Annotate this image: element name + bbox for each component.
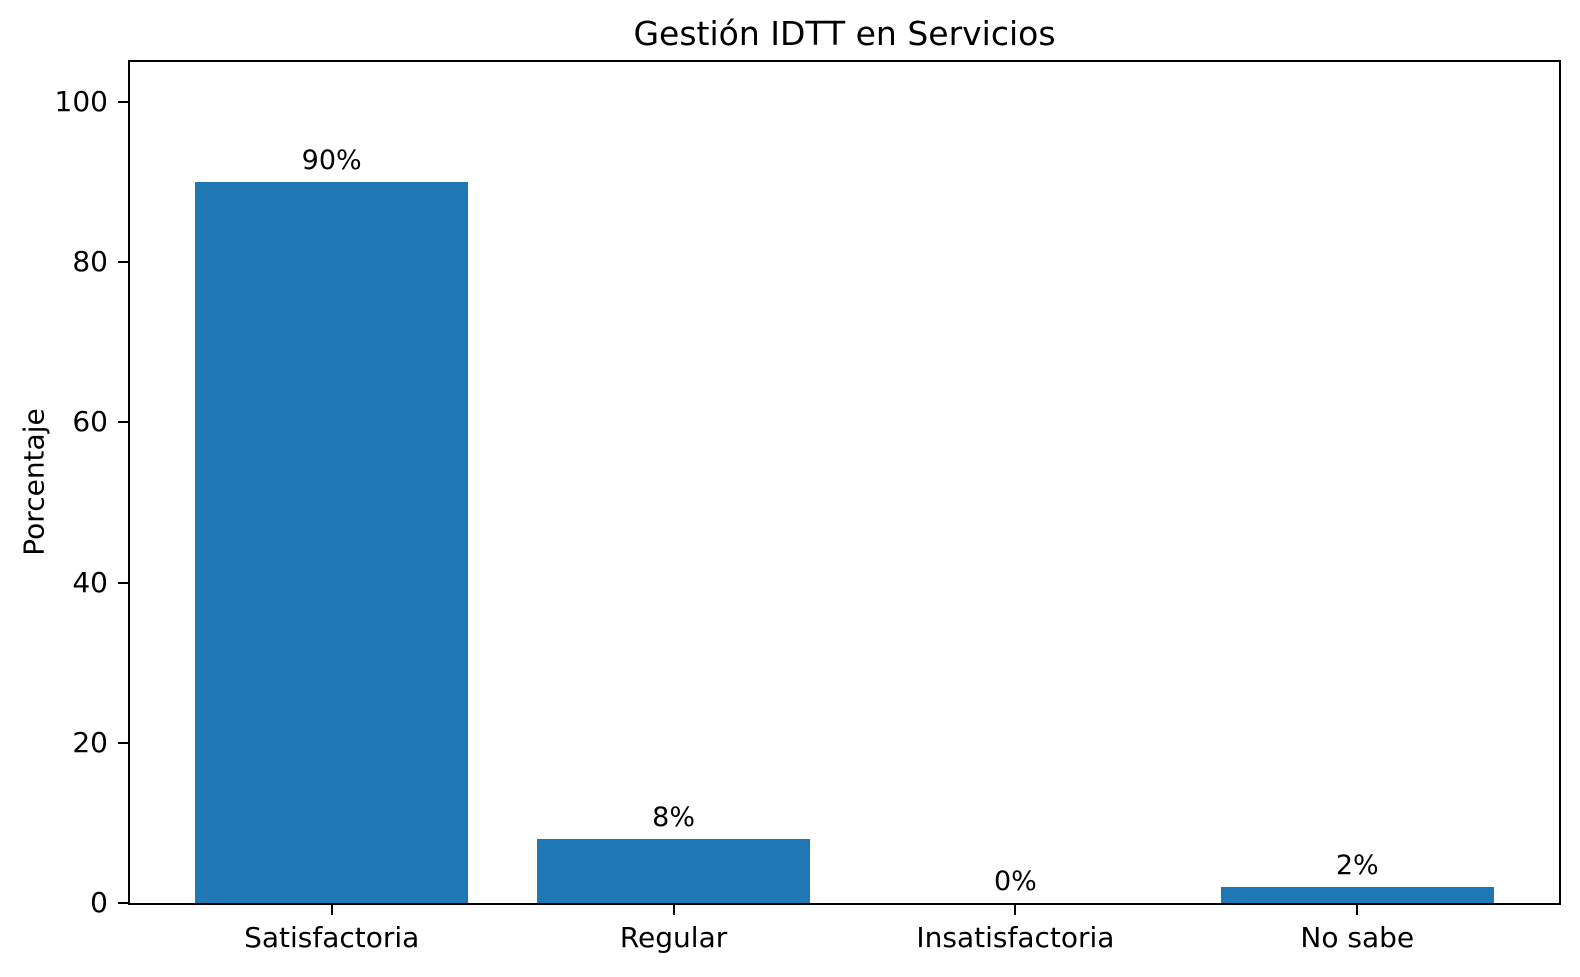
x-tick-label: Regular	[619, 921, 728, 954]
x-tick-mark	[1356, 905, 1359, 915]
x-tick-mark	[672, 905, 675, 915]
y-tick-label: 60	[72, 405, 108, 439]
x-tick-mark	[1014, 905, 1017, 915]
y-tick-label: 80	[72, 245, 108, 279]
y-tick-mark	[118, 581, 128, 584]
x-tick-label: Satisfactoria	[244, 921, 420, 954]
y-tick-label: 20	[72, 725, 108, 759]
bar	[1220, 886, 1495, 903]
bar-value-label: 2%	[1335, 849, 1379, 881]
bar	[194, 182, 469, 903]
y-tick-mark	[118, 101, 128, 104]
y-tick-label: 100	[54, 85, 108, 119]
bar-value-label: 8%	[652, 801, 695, 833]
plot-area: 90% 8% 0% 2%	[128, 60, 1561, 905]
bar-value-label: 0%	[994, 866, 1037, 897]
bar-value-label: 90%	[301, 145, 362, 177]
y-tick-label: 0	[90, 886, 108, 919]
x-tick-label: Insatisfactoria	[916, 921, 1115, 954]
x-tick-mark	[330, 905, 333, 915]
y-tick-mark	[118, 902, 128, 904]
chart-title: Gestión IDTT en Servicios	[633, 14, 1056, 53]
x-tick-label: No sabe	[1300, 921, 1415, 954]
y-tick-mark	[118, 421, 128, 424]
y-tick-label: 40	[72, 565, 108, 599]
y-tick-mark	[118, 261, 128, 264]
y-tick-mark	[118, 741, 128, 744]
bar	[536, 838, 811, 903]
